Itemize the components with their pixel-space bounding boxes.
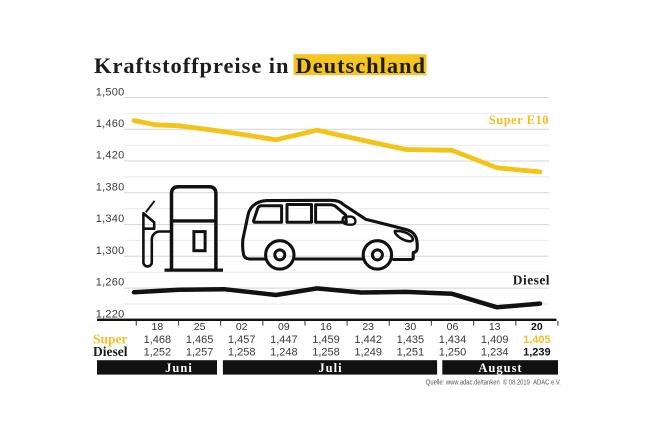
svg-text:Juli: Juli bbox=[318, 361, 342, 375]
svg-text:1,257: 1,257 bbox=[186, 346, 214, 358]
svg-text:1,468: 1,468 bbox=[144, 334, 172, 346]
svg-text:23: 23 bbox=[362, 321, 374, 333]
svg-text:25: 25 bbox=[194, 321, 206, 333]
svg-text:1,442: 1,442 bbox=[354, 334, 382, 346]
svg-text:1,252: 1,252 bbox=[144, 346, 172, 358]
svg-text:Super: Super bbox=[93, 332, 128, 347]
svg-text:1,460: 1,460 bbox=[96, 118, 125, 130]
svg-text:1,249: 1,249 bbox=[354, 346, 382, 358]
svg-text:1,248: 1,248 bbox=[270, 346, 298, 358]
svg-text:1,500: 1,500 bbox=[96, 86, 125, 98]
svg-text:1,420: 1,420 bbox=[96, 150, 125, 162]
svg-text:1,459: 1,459 bbox=[312, 334, 340, 346]
svg-text:1,220: 1,220 bbox=[96, 308, 125, 320]
svg-text:Juni: Juni bbox=[165, 361, 193, 375]
svg-text:02: 02 bbox=[236, 321, 248, 333]
svg-text:20: 20 bbox=[531, 321, 543, 333]
svg-text:30: 30 bbox=[405, 321, 417, 333]
svg-text:1,435: 1,435 bbox=[397, 334, 425, 346]
svg-text:1,434: 1,434 bbox=[439, 334, 467, 346]
svg-text:Diesel: Diesel bbox=[93, 344, 128, 359]
svg-text:August: August bbox=[478, 361, 522, 375]
svg-text:1,409: 1,409 bbox=[481, 334, 509, 346]
svg-text:1,258: 1,258 bbox=[228, 346, 256, 358]
svg-text:1,239: 1,239 bbox=[523, 346, 551, 358]
svg-text:18: 18 bbox=[152, 321, 164, 333]
svg-text:1,457: 1,457 bbox=[228, 334, 256, 346]
svg-text:1,447: 1,447 bbox=[270, 334, 298, 346]
svg-text:1,300: 1,300 bbox=[96, 245, 125, 257]
svg-text:06: 06 bbox=[447, 321, 459, 333]
svg-text:1,258: 1,258 bbox=[312, 346, 340, 358]
svg-text:1,234: 1,234 bbox=[481, 346, 509, 358]
svg-text:1,380: 1,380 bbox=[96, 182, 125, 194]
svg-text:1,260: 1,260 bbox=[96, 277, 125, 289]
svg-text:09: 09 bbox=[278, 321, 290, 333]
svg-text:Deutschland: Deutschland bbox=[296, 53, 426, 78]
svg-text:1,465: 1,465 bbox=[186, 334, 214, 346]
svg-text:1,340: 1,340 bbox=[96, 213, 125, 225]
svg-text:Quelle: www.adac.de/tanken ©: Quelle: www.adac.de/tanken © 08.2019 ADA… bbox=[426, 379, 561, 387]
svg-text:1,251: 1,251 bbox=[397, 346, 425, 358]
svg-text:Diesel: Diesel bbox=[513, 272, 550, 287]
svg-text:13: 13 bbox=[489, 321, 501, 333]
svg-text:1,250: 1,250 bbox=[439, 346, 467, 358]
svg-text:16: 16 bbox=[320, 321, 332, 333]
svg-text:Kraftstoffpreise in: Kraftstoffpreise in bbox=[94, 53, 289, 78]
svg-text:Super E10: Super E10 bbox=[489, 113, 549, 127]
svg-text:1,405: 1,405 bbox=[523, 334, 551, 346]
